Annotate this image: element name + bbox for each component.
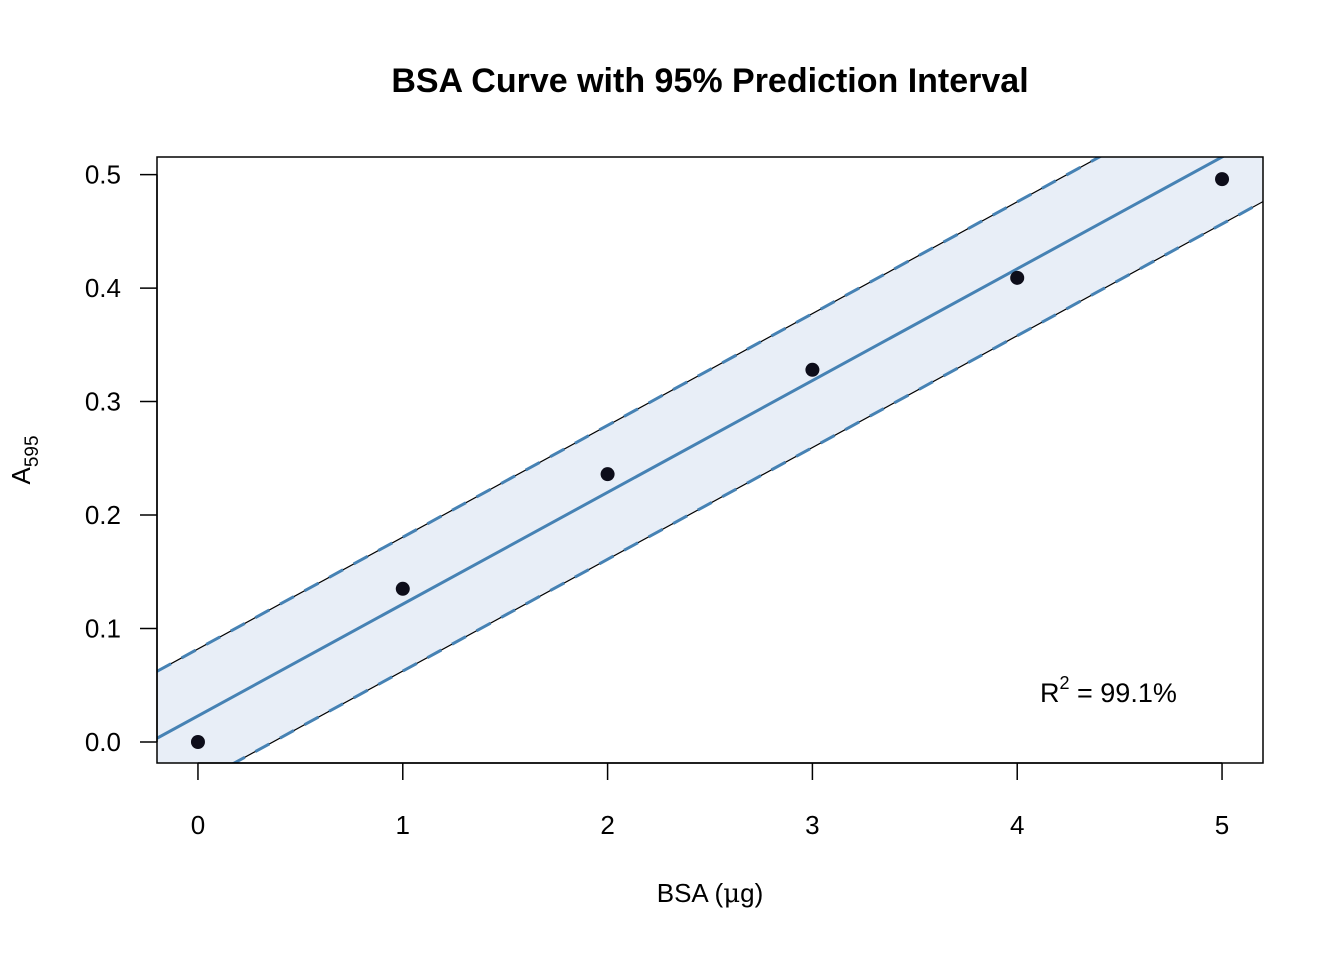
y-tick-label: 0.4 bbox=[85, 273, 121, 303]
r-squared-annotation: R2 = 99.1% bbox=[1040, 673, 1177, 708]
chart-title: BSA Curve with 95% Prediction Interval bbox=[391, 62, 1028, 100]
svg-text:A595: A595 bbox=[6, 435, 43, 484]
prediction-interval-band bbox=[157, 157, 1263, 763]
x-tick-label: 0 bbox=[191, 810, 205, 840]
y-axis-label-subscript: 595 bbox=[22, 435, 43, 467]
data-point bbox=[1010, 270, 1025, 285]
y-tick-label: 0.2 bbox=[85, 500, 121, 530]
data-points bbox=[190, 172, 1230, 750]
r-squared-superscript: 2 bbox=[1060, 673, 1070, 693]
data-point bbox=[805, 362, 820, 377]
x-tick-label: 5 bbox=[1215, 810, 1229, 840]
r-squared-value: = 99.1% bbox=[1070, 678, 1177, 708]
x-tick-label: 1 bbox=[396, 810, 410, 840]
y-axis: 0.0 0.1 0.2 0.3 0.4 0.5 bbox=[85, 160, 158, 757]
prediction-lower-dashed-line bbox=[231, 200, 1263, 763]
data-point bbox=[1215, 172, 1230, 187]
y-tick-label: 0.5 bbox=[85, 160, 121, 190]
prediction-upper-dashed-line bbox=[157, 157, 1103, 673]
y-axis-label-main: A bbox=[6, 467, 36, 485]
data-point bbox=[395, 581, 410, 596]
data-point bbox=[190, 735, 205, 750]
plot-area bbox=[157, 157, 1263, 763]
y-tick-label: 0.0 bbox=[85, 727, 121, 757]
x-axis: 0 1 2 3 4 5 bbox=[191, 762, 1229, 840]
x-axis-label-greek: μ bbox=[723, 879, 740, 909]
y-tick-label: 0.3 bbox=[85, 387, 121, 417]
y-axis-label: A595 bbox=[6, 435, 43, 484]
x-tick-label: 4 bbox=[1010, 810, 1024, 840]
x-axis-label-prefix: BSA ( bbox=[657, 878, 724, 908]
x-tick-label: 3 bbox=[805, 810, 819, 840]
x-axis-label-suffix: g) bbox=[740, 878, 763, 908]
x-tick-label: 2 bbox=[600, 810, 614, 840]
data-point bbox=[600, 467, 615, 482]
y-tick-label: 0.1 bbox=[85, 614, 121, 644]
regression-fit-line bbox=[157, 157, 1226, 740]
r-squared-main: R bbox=[1040, 678, 1060, 708]
x-axis-label: BSA (μg) bbox=[657, 878, 764, 909]
